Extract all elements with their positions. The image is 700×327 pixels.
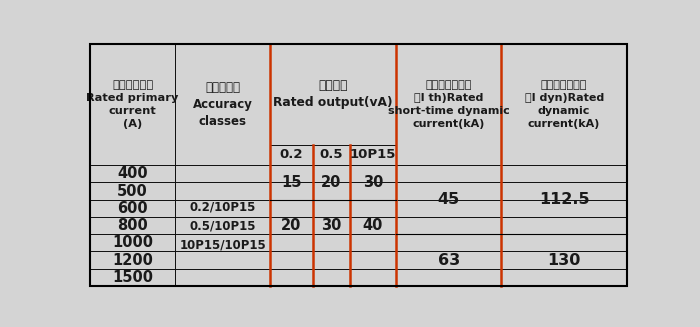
- Bar: [349, 165, 396, 182]
- Bar: [396, 234, 501, 251]
- Bar: [349, 269, 396, 286]
- Bar: [90, 234, 175, 251]
- Bar: [90, 165, 175, 182]
- Bar: [501, 44, 627, 165]
- Text: 1500: 1500: [112, 270, 153, 285]
- Text: 800: 800: [118, 218, 148, 233]
- Bar: [501, 217, 627, 234]
- Bar: [396, 217, 501, 234]
- Bar: [90, 269, 175, 286]
- Text: 10P15: 10P15: [350, 148, 396, 161]
- Bar: [349, 217, 396, 234]
- Bar: [270, 269, 313, 286]
- Bar: [313, 182, 349, 200]
- Bar: [396, 44, 501, 165]
- Text: 额定动稳定电流
（I dyn)Rated
dynamic
current(kA): 额定动稳定电流 （I dyn)Rated dynamic current(kA): [524, 80, 604, 129]
- Text: 400: 400: [118, 166, 148, 181]
- Bar: [501, 200, 627, 217]
- Text: 额定输出
Rated output(vA): 额定输出 Rated output(vA): [274, 79, 393, 110]
- Bar: [396, 269, 501, 286]
- Bar: [175, 217, 270, 234]
- Bar: [313, 251, 349, 269]
- Text: 额定短时热电流
（I th)Rated
short-time dynamic
current(kA): 额定短时热电流 （I th)Rated short-time dynamic c…: [388, 80, 510, 129]
- Text: 112.5: 112.5: [539, 192, 589, 207]
- Bar: [501, 234, 627, 251]
- Bar: [175, 200, 270, 217]
- Bar: [396, 182, 501, 200]
- Bar: [349, 234, 396, 251]
- Text: 0.2: 0.2: [279, 148, 303, 161]
- Bar: [90, 182, 175, 200]
- Bar: [349, 251, 396, 269]
- Bar: [396, 165, 501, 182]
- Bar: [501, 251, 627, 269]
- Text: 40: 40: [363, 218, 383, 233]
- Text: 额定一次电流
Rated primary
current
(A): 额定一次电流 Rated primary current (A): [87, 80, 178, 129]
- Text: 30: 30: [321, 218, 342, 233]
- Bar: [175, 269, 270, 286]
- Text: 20: 20: [321, 175, 342, 190]
- Bar: [270, 200, 313, 217]
- Bar: [90, 44, 175, 165]
- Bar: [270, 165, 313, 182]
- Bar: [349, 200, 396, 217]
- Text: 0.5: 0.5: [319, 148, 343, 161]
- Bar: [349, 182, 396, 200]
- Bar: [313, 217, 349, 234]
- Bar: [501, 182, 627, 200]
- Text: 600: 600: [118, 201, 148, 216]
- Bar: [313, 165, 349, 182]
- Text: 20: 20: [281, 218, 302, 233]
- Bar: [90, 251, 175, 269]
- Text: 130: 130: [547, 252, 581, 267]
- Bar: [175, 44, 270, 165]
- Text: 0.2/10P15
0.5/10P15
10P15/10P15: 0.2/10P15 0.5/10P15 10P15/10P15: [179, 200, 266, 251]
- Text: 准确级组合
Accuracy
classes: 准确级组合 Accuracy classes: [193, 81, 253, 128]
- Bar: [270, 44, 396, 145]
- Bar: [175, 165, 270, 182]
- Bar: [175, 234, 270, 251]
- Bar: [501, 269, 627, 286]
- Bar: [313, 200, 349, 217]
- Bar: [396, 251, 501, 269]
- Bar: [270, 217, 313, 234]
- Bar: [175, 182, 270, 200]
- Bar: [90, 200, 175, 217]
- Text: 63: 63: [438, 252, 460, 267]
- Bar: [270, 234, 313, 251]
- Bar: [270, 251, 313, 269]
- Text: 45: 45: [438, 192, 460, 207]
- Text: 30: 30: [363, 175, 383, 190]
- Bar: [270, 182, 313, 200]
- Bar: [396, 200, 501, 217]
- Bar: [175, 251, 270, 269]
- Bar: [313, 269, 349, 286]
- Bar: [313, 234, 349, 251]
- Bar: [313, 145, 349, 165]
- Text: 15: 15: [281, 175, 302, 190]
- Text: 1000: 1000: [112, 235, 153, 250]
- Bar: [90, 217, 175, 234]
- Text: 500: 500: [118, 183, 148, 198]
- Text: 1200: 1200: [112, 252, 153, 267]
- Bar: [270, 145, 313, 165]
- Bar: [349, 145, 396, 165]
- Bar: [501, 165, 627, 182]
